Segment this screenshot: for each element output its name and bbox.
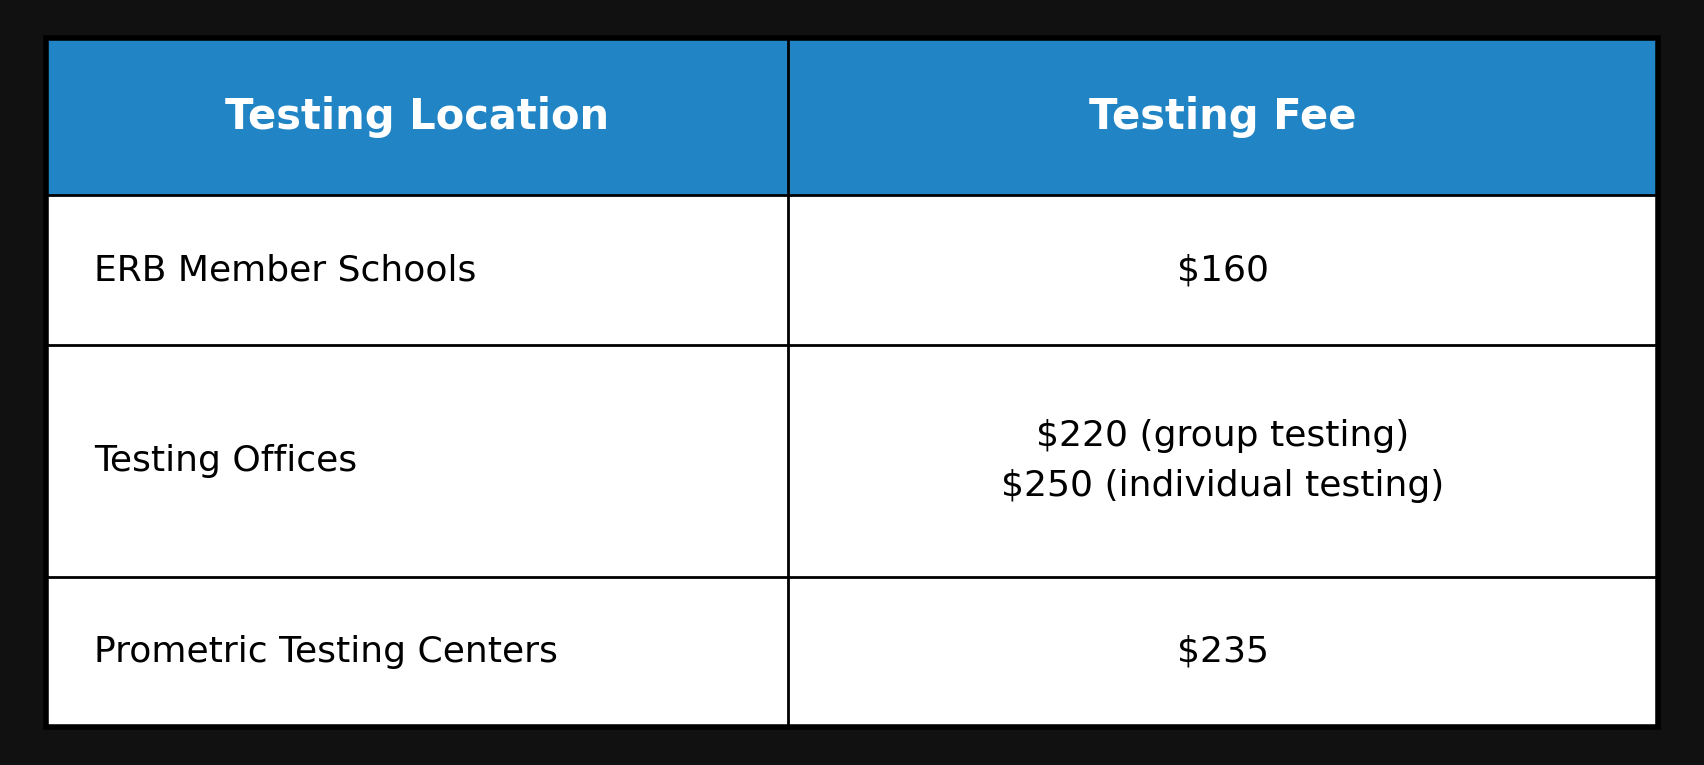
Bar (787, 345, 1658, 577)
Text: Testing Offices: Testing Offices (94, 444, 358, 478)
Text: ERB Member Schools: ERB Member Schools (94, 253, 477, 287)
Text: $235: $235 (1177, 635, 1269, 669)
Text: Testing Fee: Testing Fee (1089, 96, 1356, 138)
Bar (46, 38, 787, 195)
Bar (46, 345, 787, 577)
Bar (787, 195, 1658, 345)
Text: Prometric Testing Centers: Prometric Testing Centers (94, 635, 559, 669)
Bar (787, 577, 1658, 727)
Text: Testing Location: Testing Location (225, 96, 608, 138)
Text: $160: $160 (1177, 253, 1269, 287)
Bar (46, 195, 787, 345)
Bar (787, 38, 1658, 195)
Text: $220 (group testing)
$250 (individual testing): $220 (group testing) $250 (individual te… (1002, 419, 1445, 503)
Bar (46, 577, 787, 727)
